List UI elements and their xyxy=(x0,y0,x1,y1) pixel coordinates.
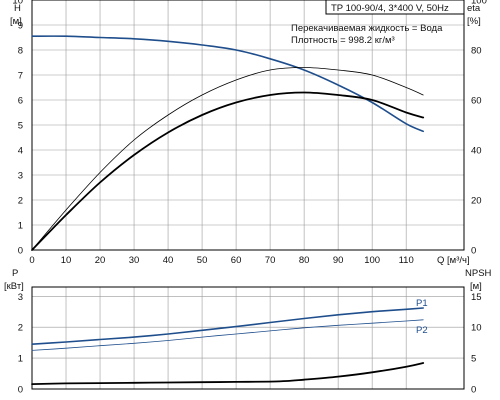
bottom-panel-grid xyxy=(31,287,464,390)
head-axis-label-bottom: [м] xyxy=(10,16,22,27)
x-tick-label: 0 xyxy=(29,255,34,266)
power-axis-ticks: 0 1 2 3 xyxy=(18,292,23,396)
left-tick-label: 5 xyxy=(18,121,23,132)
series-line-0-1 xyxy=(31,67,424,251)
npsh-axis-label-bottom: [м] xyxy=(470,281,482,292)
x-tick-label: 110 xyxy=(399,255,414,266)
right-tick-label: 100 xyxy=(471,0,487,7)
x-tick-label: 90 xyxy=(333,255,344,266)
left-tick-label: 8 xyxy=(18,46,23,57)
x-tick-label: 40 xyxy=(163,255,174,266)
left-tick-label: 2 xyxy=(18,196,23,207)
npsh-axis-label-top: NPSH xyxy=(465,268,492,279)
left-tick-label: 9 xyxy=(18,21,23,32)
chart-title: TP 100-90/4, 3*400 V, 50Hz xyxy=(331,3,449,14)
fluid-annotation: Перекачиваемая жидкость = Вода xyxy=(291,23,443,34)
right-tick-label: 80 xyxy=(471,46,482,57)
efficiency-axis-ticks: 0 20 40 60 80 100 xyxy=(471,0,487,257)
power-axis-label-top: P xyxy=(12,268,18,279)
bottom-panel-series xyxy=(31,307,425,385)
right-tick-label: 0 xyxy=(471,246,476,257)
series-label-p1: P1 xyxy=(416,298,428,309)
density-annotation: Плотность = 998.2 кг/м³ xyxy=(291,35,395,46)
x-tick-label: 70 xyxy=(265,255,276,266)
right-tick-label: 0 xyxy=(471,385,476,396)
left-tick-label: 6 xyxy=(18,96,23,107)
left-tick-label: 0 xyxy=(18,385,23,396)
head-axis-ticks: 0 1 2 3 4 5 6 7 8 9 10 xyxy=(12,0,23,257)
right-tick-label: 40 xyxy=(471,146,482,157)
right-tick-label: 20 xyxy=(471,196,482,207)
left-tick-label: 1 xyxy=(18,354,23,365)
power-axis-label-bottom: [кВт] xyxy=(4,281,24,292)
series-line-1-2 xyxy=(31,362,425,385)
left-tick-label: 2 xyxy=(18,323,23,334)
efficiency-axis-label-top: eta xyxy=(467,3,481,14)
left-tick-label: 0 xyxy=(18,246,23,257)
top-plot-frame xyxy=(31,0,465,251)
right-tick-label: 15 xyxy=(471,292,482,303)
right-tick-label: 5 xyxy=(471,354,476,365)
bottom-plot-frame xyxy=(31,286,465,390)
x-tick-label: 100 xyxy=(364,255,380,266)
efficiency-axis-label-bottom: [%] xyxy=(467,16,481,27)
series-label-p2: P2 xyxy=(416,325,428,336)
series-line-1-1 xyxy=(31,319,424,351)
series-line-0-0 xyxy=(31,35,424,133)
left-tick-label: 3 xyxy=(18,292,23,303)
x-tick-label: 10 xyxy=(61,255,72,266)
head-axis-label-top: H xyxy=(14,3,21,14)
left-tick-label: 1 xyxy=(18,221,23,232)
x-tick-label: 60 xyxy=(231,255,242,266)
x-tick-label: 50 xyxy=(197,255,208,266)
x-tick-label: 80 xyxy=(299,255,310,266)
flow-axis-label: Q [м³/ч] xyxy=(437,255,470,266)
right-tick-label: 10 xyxy=(471,323,482,334)
npsh-axis-ticks: 0 5 10 15 xyxy=(471,292,482,396)
left-tick-label: 10 xyxy=(12,0,23,7)
left-tick-label: 7 xyxy=(18,71,23,82)
top-panel-series xyxy=(31,35,425,251)
left-tick-label: 3 xyxy=(18,171,23,182)
title-box xyxy=(325,0,465,15)
series-line-1-0 xyxy=(31,307,424,345)
series-line-0-2 xyxy=(31,91,425,251)
x-tick-label: 30 xyxy=(129,255,140,266)
x-tick-label: 20 xyxy=(95,255,106,266)
right-tick-label: 60 xyxy=(471,96,482,107)
left-tick-label: 4 xyxy=(18,146,23,157)
flow-axis-ticks: 0 10 20 30 40 50 60 70 80 90 100 110 xyxy=(29,255,413,266)
